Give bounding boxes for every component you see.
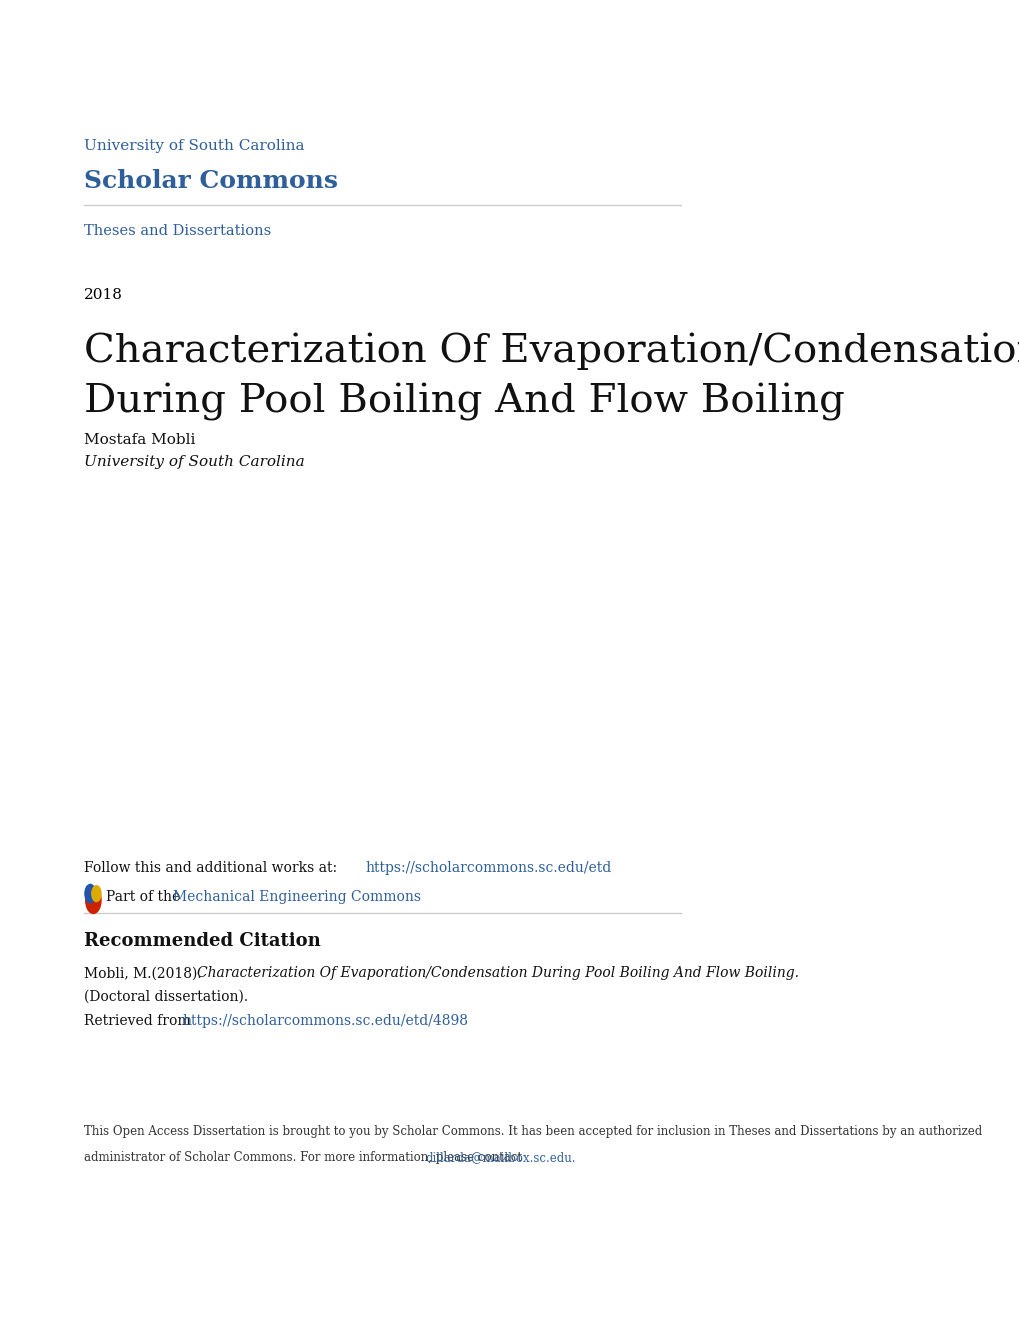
Text: Follow this and additional works at:: Follow this and additional works at:	[85, 861, 341, 875]
Circle shape	[86, 887, 101, 913]
Text: https://scholarcommons.sc.edu/etd/4898: https://scholarcommons.sc.edu/etd/4898	[182, 1014, 468, 1028]
Text: Theses and Dissertations: Theses and Dissertations	[85, 224, 271, 239]
Text: 2018: 2018	[85, 288, 123, 302]
Text: (Doctoral dissertation).: (Doctoral dissertation).	[85, 990, 248, 1005]
Text: Characterization Of Evaporation/Condensation: Characterization Of Evaporation/Condensa…	[85, 333, 1019, 370]
Text: administrator of Scholar Commons. For more information, please contact: administrator of Scholar Commons. For mo…	[85, 1151, 526, 1164]
Text: This Open Access Dissertation is brought to you by Scholar Commons. It has been : This Open Access Dissertation is brought…	[85, 1125, 981, 1138]
Text: University of South Carolina: University of South Carolina	[85, 455, 305, 470]
Text: Scholar Commons: Scholar Commons	[85, 169, 338, 193]
Text: Retrieved from: Retrieved from	[85, 1014, 195, 1028]
Circle shape	[85, 884, 96, 903]
Text: Recommended Citation: Recommended Citation	[85, 932, 321, 950]
Text: dillarda@mailbox.sc.edu.: dillarda@mailbox.sc.edu.	[425, 1151, 576, 1164]
Text: During Pool Boiling And Flow Boiling: During Pool Boiling And Flow Boiling	[85, 383, 844, 421]
Text: Mobli, M.(2018). ⁣: Mobli, M.(2018). ⁣	[85, 966, 206, 981]
Text: Mostafa Mobli: Mostafa Mobli	[85, 433, 196, 447]
Text: Mechanical Engineering Commons: Mechanical Engineering Commons	[173, 890, 421, 904]
Text: https://scholarcommons.sc.edu/etd: https://scholarcommons.sc.edu/etd	[366, 861, 611, 875]
Text: Characterization Of Evaporation/Condensation During Pool Boiling And Flow Boilin: Characterization Of Evaporation/Condensa…	[198, 966, 799, 981]
Text: University of South Carolina: University of South Carolina	[85, 139, 305, 153]
Circle shape	[92, 886, 101, 902]
Text: Part of the: Part of the	[106, 890, 184, 904]
